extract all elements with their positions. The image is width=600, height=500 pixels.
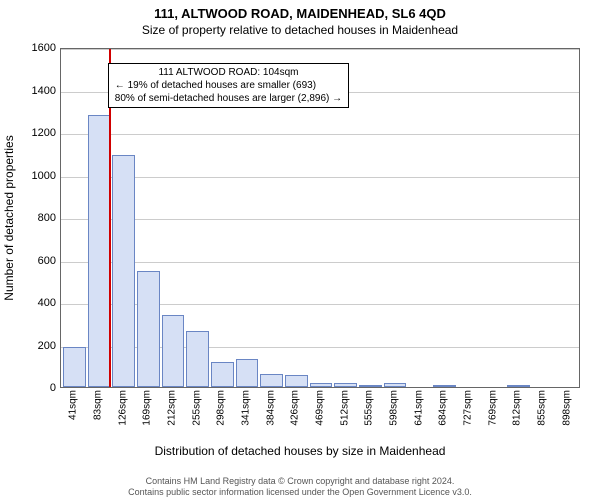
y-tick-label: 1600: [6, 42, 56, 54]
histogram-bar: [507, 385, 530, 387]
footer-attribution: Contains HM Land Registry data © Crown c…: [0, 476, 600, 498]
x-tick-label: 555sqm: [364, 390, 375, 426]
grid-line: [61, 134, 579, 135]
histogram-bar: [112, 155, 135, 387]
annotation-box: 111 ALTWOOD ROAD: 104sqm← 19% of detache…: [108, 63, 349, 108]
x-tick-label: 41sqm: [68, 390, 79, 420]
grid-line: [61, 262, 579, 263]
chart-subtitle: Size of property relative to detached ho…: [0, 21, 600, 41]
y-tick-label: 200: [6, 340, 56, 352]
x-tick-label: 769sqm: [487, 390, 498, 426]
histogram-bar: [384, 383, 407, 387]
histogram-bar: [334, 383, 357, 387]
histogram-bar: [162, 315, 185, 387]
histogram-bar: [433, 385, 456, 387]
x-tick-label: 469sqm: [315, 390, 326, 426]
x-tick-label: 298sqm: [216, 390, 227, 426]
x-tick-label: 83sqm: [93, 390, 104, 420]
histogram-bar: [88, 115, 111, 387]
y-tick-label: 1200: [6, 127, 56, 139]
annotation-line: 111 ALTWOOD ROAD: 104sqm: [115, 66, 342, 79]
x-tick-label: 169sqm: [142, 390, 153, 426]
histogram-bar: [137, 271, 160, 387]
histogram-bar: [359, 385, 382, 387]
x-tick-label: 598sqm: [389, 390, 400, 426]
x-tick-label: 255sqm: [191, 390, 202, 426]
y-tick-label: 400: [6, 297, 56, 309]
x-tick-label: 212sqm: [167, 390, 178, 426]
x-tick-label: 898sqm: [561, 390, 572, 426]
x-tick-label: 512sqm: [339, 390, 350, 426]
histogram-bar: [211, 362, 234, 388]
x-tick-label: 684sqm: [438, 390, 449, 426]
grid-line: [61, 49, 579, 50]
chart-title: 111, ALTWOOD ROAD, MAIDENHEAD, SL6 4QD: [0, 0, 600, 21]
x-tick-label: 126sqm: [117, 390, 128, 426]
x-axis-label: Distribution of detached houses by size …: [0, 444, 600, 458]
x-tick-label: 812sqm: [512, 390, 523, 426]
grid-line: [61, 177, 579, 178]
y-tick-label: 0: [6, 382, 56, 394]
y-tick-label: 1000: [6, 170, 56, 182]
histogram-bar: [310, 383, 333, 387]
x-tick-label: 384sqm: [265, 390, 276, 426]
y-tick-label: 800: [6, 212, 56, 224]
x-tick-label: 727sqm: [463, 390, 474, 426]
x-tick-label: 341sqm: [241, 390, 252, 426]
plot-area: 111 ALTWOOD ROAD: 104sqm← 19% of detache…: [60, 48, 580, 388]
chart-container: 111, ALTWOOD ROAD, MAIDENHEAD, SL6 4QD S…: [0, 0, 600, 500]
y-tick-label: 600: [6, 255, 56, 267]
y-tick-label: 1400: [6, 85, 56, 97]
footer-line-1: Contains HM Land Registry data © Crown c…: [0, 476, 600, 487]
grid-line: [61, 219, 579, 220]
footer-line-2: Contains public sector information licen…: [0, 487, 600, 498]
annotation-line: 80% of semi-detached houses are larger (…: [115, 92, 342, 105]
annotation-line: ← 19% of detached houses are smaller (69…: [115, 79, 342, 92]
histogram-bar: [236, 359, 259, 387]
histogram-bar: [63, 347, 86, 387]
x-tick-label: 426sqm: [290, 390, 301, 426]
histogram-bar: [285, 375, 308, 387]
x-tick-label: 641sqm: [413, 390, 424, 426]
histogram-bar: [260, 374, 283, 387]
x-tick-label: 855sqm: [537, 390, 548, 426]
histogram-bar: [186, 331, 209, 387]
